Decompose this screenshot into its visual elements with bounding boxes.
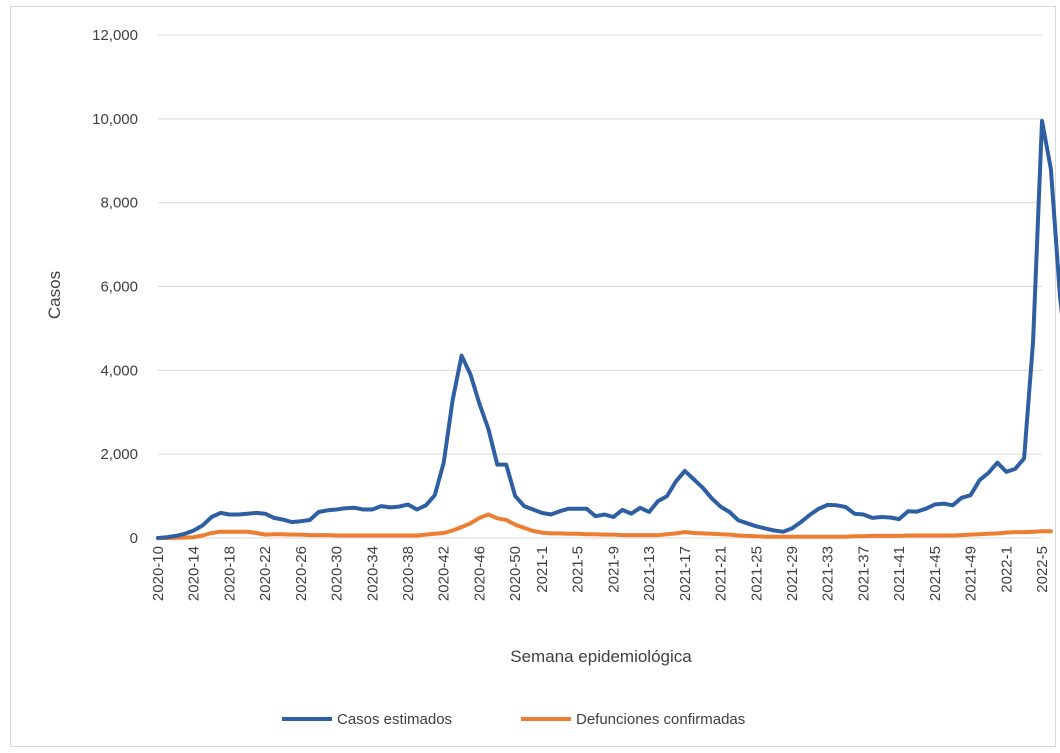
x-tick-label: 2022-1 xyxy=(998,546,1015,593)
x-tick-label: 2022-5 xyxy=(1034,546,1051,593)
y-tick-label: 12,000 xyxy=(92,27,138,44)
x-tick-label: 2020-42 xyxy=(436,546,453,601)
x-tick-label: 2021-33 xyxy=(820,546,837,601)
y-axis-title: Casos xyxy=(45,271,64,319)
x-tick-label: 2020-34 xyxy=(364,546,381,601)
y-tick-label: 10,000 xyxy=(92,111,138,128)
y-tick-label: 2,000 xyxy=(100,446,138,463)
series-lines xyxy=(156,118,1060,540)
x-tick-label: 2020-26 xyxy=(293,546,310,601)
x-tick-label: 2021-49 xyxy=(963,546,980,601)
x-tick-label: 2021-29 xyxy=(784,546,801,601)
x-tick-label: 2020-30 xyxy=(329,546,346,601)
x-tick-label: 2021-5 xyxy=(570,546,587,593)
series-line-1 xyxy=(156,512,1053,540)
y-tick-label: 0 xyxy=(130,530,138,547)
x-tick-label: 2020-38 xyxy=(400,546,417,601)
x-tick-labels: 2020-10 2020-14 2020-18 2020-22 2020-26 2020-… xyxy=(150,546,1051,601)
x-tick-label: 2021-13 xyxy=(641,546,658,601)
x-tick-label: 2021-21 xyxy=(713,546,730,601)
legend-label: Defunciones confirmadas xyxy=(576,711,745,728)
x-tick-label: 2020-22 xyxy=(257,546,274,601)
x-tick-label: 2021-25 xyxy=(748,546,765,601)
x-tick-label: 2021-41 xyxy=(891,546,908,601)
series-line-0 xyxy=(156,118,1060,540)
x-tick-label: 2021-45 xyxy=(927,546,944,601)
gridlines xyxy=(158,34,1042,539)
x-tick-label: 2021-37 xyxy=(855,546,872,601)
legend: Casos estimados Defunciones confirmadas xyxy=(282,711,745,728)
x-tick-label: 2021-17 xyxy=(677,546,694,601)
legend-label: Casos estimados xyxy=(337,711,452,728)
x-tick-label: 2020-46 xyxy=(471,546,488,601)
y-tick-label: 6,000 xyxy=(100,279,138,296)
x-tick-label: 2020-18 xyxy=(221,546,238,601)
x-tick-label: 2020-10 xyxy=(150,546,167,601)
x-tick-label: 2021-9 xyxy=(605,546,622,593)
y-tick-label: 8,000 xyxy=(100,195,138,212)
y-tick-labels: 0 2,000 4,000 6,000 8,000 10,000 12,000 xyxy=(92,27,138,547)
x-tick-label: 2020-14 xyxy=(186,546,203,601)
y-tick-label: 4,000 xyxy=(100,362,138,379)
x-axis-title: Semana epidemiológica xyxy=(510,647,692,666)
x-tick-label: 2020-50 xyxy=(507,546,524,601)
x-tick-label: 2021-1 xyxy=(534,546,551,593)
chart-frame xyxy=(10,6,1056,747)
